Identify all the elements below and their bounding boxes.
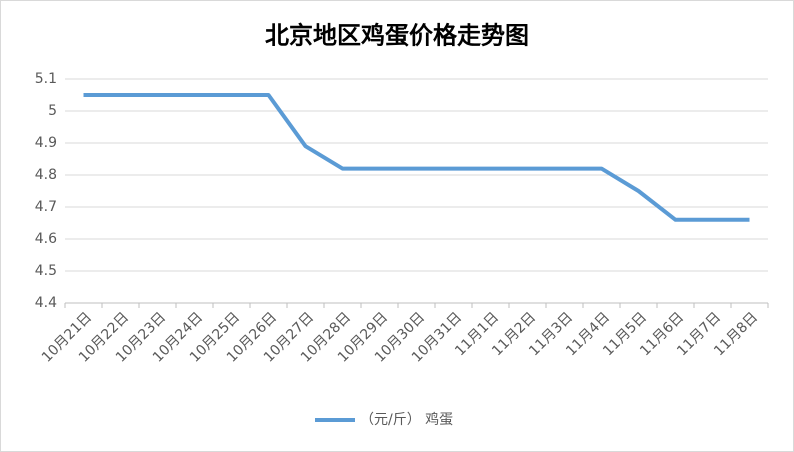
y-tick-label: 5.1 — [35, 71, 57, 87]
y-tick-label: 4.7 — [35, 199, 57, 215]
data-line — [83, 93, 750, 222]
y-tick-label: 5 — [48, 103, 57, 119]
y-tick-label: 4.8 — [35, 167, 57, 183]
legend-label: （元/斤） 鸡蛋 — [360, 411, 453, 428]
y-tick-label: 4.5 — [35, 263, 57, 279]
y-tick-label: 4.4 — [35, 295, 57, 311]
y-tick-label: 4.9 — [35, 135, 57, 151]
chart-title: 北京地区鸡蛋价格走势图 — [265, 21, 529, 50]
y-tick-label: 4.6 — [35, 231, 57, 247]
